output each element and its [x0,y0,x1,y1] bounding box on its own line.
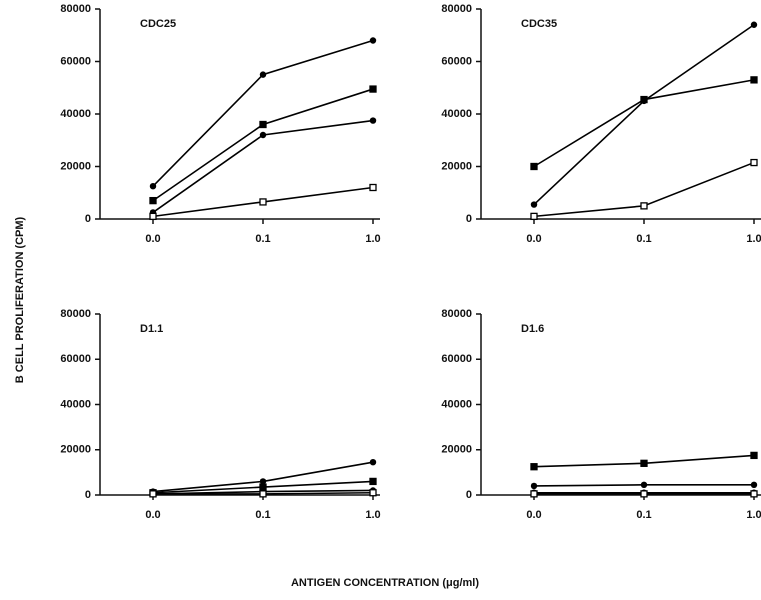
x-tick-label: 0.1 [255,233,270,245]
marker [369,458,377,466]
marker [259,131,267,139]
marker [259,120,267,129]
y-tick-label: 20000 [441,444,472,456]
marker [259,490,267,498]
y-tick-label: 0 [85,213,91,225]
panel-title: D1.6 [521,323,544,335]
y-tick-label: 60000 [60,353,91,365]
x-tick-label: 0.1 [636,509,651,521]
y-tick-label: 80000 [441,3,472,15]
marker [530,490,538,498]
x-tick-label: 0.1 [636,233,651,245]
marker [530,482,538,490]
marker [530,212,538,221]
marker [530,463,538,471]
panel-title: CDC35 [521,18,557,30]
marker [259,478,267,485]
x-axis-title: ANTIGEN CONCENTRATION (μg/ml) [291,577,479,589]
y-tick-label: 20000 [60,160,91,172]
y-tick-label: 40000 [441,398,472,410]
marker [640,490,648,498]
marker [530,162,538,171]
marker [640,459,648,467]
marker [149,490,157,498]
y-tick-label: 40000 [60,398,91,410]
marker [259,71,267,78]
marker [369,489,377,497]
marker [750,158,758,167]
series-line [152,39,374,187]
x-tick-label: 1.0 [746,509,761,521]
panel-title: CDC25 [140,18,176,30]
series-line [152,88,374,202]
marker [149,196,157,205]
series-line [533,24,755,206]
marker [750,451,758,460]
y-axis-title: B CELL PROLIFERATION (CPM) [14,216,26,383]
marker [369,477,377,486]
y-tick-label: 20000 [60,444,91,456]
x-tick-label: 0.0 [145,509,160,521]
marker [369,37,377,44]
y-tick-label: 40000 [441,108,472,120]
marker [149,212,157,221]
x-tick-label: 0.0 [526,233,541,245]
x-tick-label: 1.0 [365,233,380,245]
y-tick-label: 0 [85,489,91,501]
y-tick-label: 20000 [441,160,472,172]
marker [640,202,648,210]
y-tick-label: 0 [466,489,472,501]
y-tick-label: 60000 [441,353,472,365]
x-tick-label: 0.0 [145,233,160,245]
y-tick-label: 60000 [60,55,91,67]
series-line [533,79,755,168]
panel-title: D1.1 [140,323,163,335]
marker [640,95,648,104]
x-tick-label: 0.0 [526,509,541,521]
y-tick-label: 60000 [441,55,472,67]
marker [750,76,758,84]
y-tick-label: 80000 [60,308,91,320]
y-tick-label: 80000 [441,308,472,320]
marker [530,201,538,208]
marker [750,21,758,28]
x-tick-label: 1.0 [746,233,761,245]
y-tick-label: 40000 [60,108,91,120]
marker [750,490,758,498]
marker [369,183,377,192]
marker [369,85,377,93]
x-tick-label: 1.0 [365,509,380,521]
x-tick-label: 0.1 [255,509,270,521]
marker [149,182,157,190]
marker [750,481,758,489]
marker [369,117,377,124]
marker [259,198,267,206]
marker [640,481,648,489]
y-tick-label: 80000 [60,3,91,15]
y-tick-label: 0 [466,213,472,225]
